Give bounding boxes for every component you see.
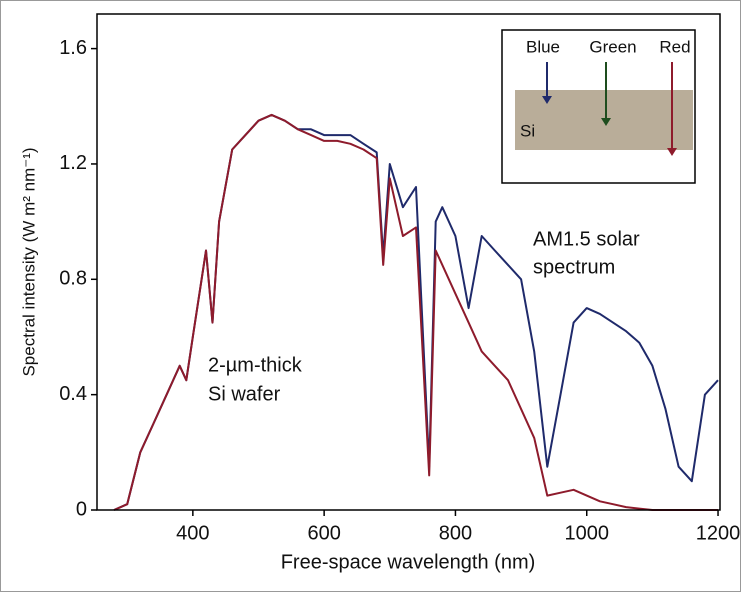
annotation: Si wafer bbox=[208, 383, 281, 405]
inset-label: Red bbox=[659, 37, 690, 56]
y-tick-label: 1.2 bbox=[59, 152, 87, 174]
x-tick-label: 1200 bbox=[696, 522, 741, 544]
green-arrowhead bbox=[601, 118, 611, 126]
y-axis-label: Spectral intensity (W m² nm⁻¹) bbox=[19, 147, 38, 376]
inset-material: Si bbox=[520, 121, 535, 140]
annotation: AM1.5 solar bbox=[533, 228, 640, 250]
y-tick-label: 0.4 bbox=[59, 383, 87, 405]
red-arrowhead bbox=[667, 148, 677, 156]
inset-label: Blue bbox=[526, 37, 560, 56]
series-line bbox=[113, 113, 718, 511]
x-tick-label: 600 bbox=[307, 522, 340, 544]
x-tick-label: 1000 bbox=[564, 522, 609, 544]
annotation: spectrum bbox=[533, 256, 615, 278]
x-tick-label: 400 bbox=[176, 522, 209, 544]
y-tick-label: 0 bbox=[76, 498, 87, 520]
inset-label: Green bbox=[589, 37, 636, 56]
blue-arrowhead bbox=[542, 96, 552, 104]
y-tick-label: 1.6 bbox=[59, 37, 87, 59]
x-tick-label: 800 bbox=[439, 522, 472, 544]
annotation: 2-µm-thick bbox=[208, 354, 303, 376]
x-axis-label: Free-space wavelength (nm) bbox=[281, 551, 536, 573]
inset: Blue Green Red Si bbox=[501, 29, 696, 184]
plot-area bbox=[113, 113, 719, 511]
y-tick-label: 0.8 bbox=[59, 268, 87, 290]
plot-border bbox=[96, 13, 721, 511]
